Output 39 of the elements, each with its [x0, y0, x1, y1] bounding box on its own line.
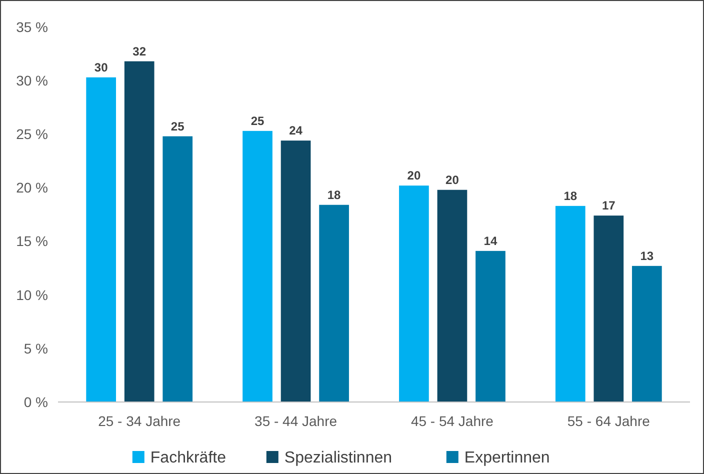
- data-label: 17: [602, 198, 616, 213]
- y-tick-label: 30 %: [16, 72, 48, 88]
- data-label: 32: [132, 44, 146, 58]
- bar: [124, 61, 154, 402]
- bar: [280, 140, 311, 402]
- y-tick-label: 25 %: [16, 126, 48, 142]
- x-tick-label: 25 - 34 Jahre: [98, 413, 181, 429]
- data-label: 20: [446, 172, 460, 187]
- bar: [399, 186, 429, 402]
- data-label: 13: [640, 248, 654, 263]
- y-tick-label: 20 %: [16, 180, 48, 196]
- bar: [86, 77, 116, 402]
- data-label: 18: [564, 188, 578, 203]
- data-label: 30: [94, 60, 108, 74]
- legend-label: Fachkräfte: [150, 450, 226, 467]
- y-tick-label: 0 %: [24, 394, 48, 410]
- legend-label: Spezialistinnen: [284, 450, 392, 467]
- y-tick-label: 5 %: [24, 340, 48, 356]
- x-tick-label: 35 - 44 Jahre: [254, 413, 338, 429]
- y-tick-label: 35 %: [16, 18, 48, 35]
- bar: [476, 250, 506, 402]
- bar: [319, 204, 349, 402]
- y-tick-label: 10 %: [16, 286, 48, 303]
- x-tick-label: 55 - 64 Jahre: [567, 413, 650, 429]
- bar: [555, 206, 586, 402]
- data-label: 18: [327, 188, 342, 202]
- data-label: 25: [170, 119, 185, 134]
- legend-label: Expertinnen: [464, 450, 550, 467]
- x-tick-label: 45 - 54 Jahre: [410, 413, 494, 429]
- data-label: 14: [484, 234, 498, 248]
- data-label: 20: [407, 168, 421, 183]
- bar: [632, 266, 662, 402]
- bar: [242, 130, 272, 402]
- bar: [162, 136, 193, 402]
- y-tick-label: 15 %: [16, 233, 48, 250]
- data-label: 25: [250, 114, 265, 128]
- data-label: 24: [289, 124, 303, 138]
- bar: [437, 190, 468, 402]
- bar: [594, 216, 624, 402]
